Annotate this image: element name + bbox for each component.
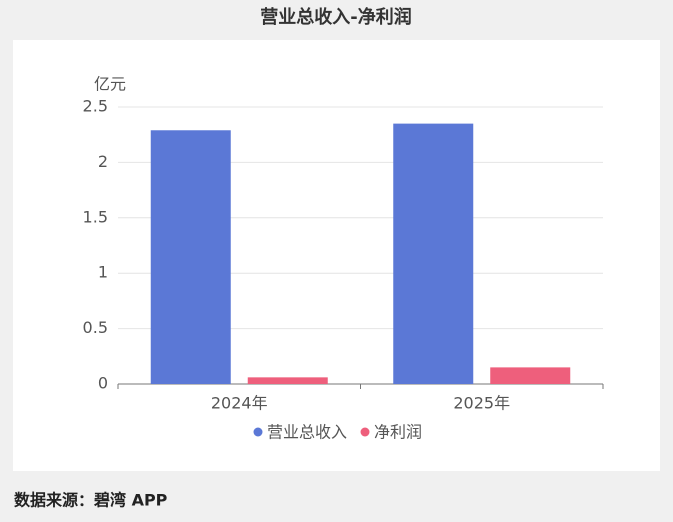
- chart-title: 营业总收入-净利润: [260, 6, 411, 28]
- legend-label: 营业总收入: [267, 423, 347, 442]
- chart-panel: [13, 40, 660, 471]
- bar: [490, 367, 571, 384]
- x-tick-label: 2025年: [453, 394, 510, 413]
- bar: [150, 130, 231, 384]
- y-tick-label: 1.5: [83, 207, 108, 226]
- legend-label: 净利润: [374, 423, 422, 442]
- y-tick-label: 0.5: [83, 318, 108, 337]
- source-note: 数据来源：碧湾 APP: [14, 491, 168, 510]
- y-tick-label: 1: [98, 263, 108, 282]
- legend-marker: [360, 427, 370, 437]
- y-tick-label: 2.5: [83, 97, 108, 116]
- y-tick-label: 0: [98, 374, 108, 393]
- legend-marker: [253, 427, 263, 437]
- bar: [247, 377, 328, 384]
- x-tick-label: 2024年: [211, 394, 268, 413]
- y-tick-label: 2: [98, 152, 108, 171]
- y-unit: 亿元: [94, 75, 126, 94]
- bar: [393, 123, 474, 385]
